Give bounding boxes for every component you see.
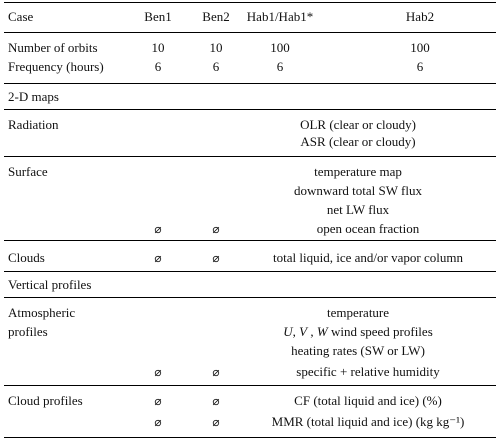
radiation-label: Radiation	[8, 117, 59, 132]
atmospheric-null-ben2: ⌀	[212, 365, 220, 379]
header-ben2: Ben2	[202, 9, 230, 24]
header-ben1: Ben1	[144, 9, 172, 24]
header-rule	[4, 32, 496, 33]
orbits-hab2: 100	[410, 40, 430, 55]
surface-null-ben2: ⌀	[212, 222, 220, 236]
surface-temperature-map: temperature map	[314, 164, 402, 179]
atmospheric-label-line1: Atmospheric	[8, 305, 76, 320]
wind-w-symbol: W	[316, 324, 328, 339]
frequency-hab1: 6	[276, 59, 284, 74]
cloud-profiles-null-ben2-mmr: ⌀	[212, 415, 220, 429]
atmospheric-null-ben1: ⌀	[154, 365, 162, 379]
surface-null-ben1: ⌀	[154, 222, 162, 236]
surface-ocean-fraction: open ocean fraction	[316, 221, 420, 236]
profiles-section-heading: Vertical profiles	[8, 277, 92, 292]
surface-sw-flux: downward total SW flux	[294, 183, 422, 198]
atmospheric-wind-profiles: U, V , W wind speed profiles	[283, 324, 433, 339]
cloud-profiles-null-ben1-cf: ⌀	[154, 394, 162, 408]
surface-label: Surface	[8, 164, 48, 179]
radiation-asr: ASR (clear or cloudy)	[300, 134, 416, 149]
wind-profiles-text: wind speed profiles	[330, 324, 433, 339]
rule-after-surface	[4, 240, 496, 241]
rule-after-atmospheric	[4, 385, 496, 386]
atmospheric-heating-rates: heating rates (SW or LW)	[291, 343, 425, 358]
header-hab1: Hab1/Hab1*	[246, 9, 314, 24]
maps-section-heading: 2-D maps	[8, 89, 59, 104]
wind-u-symbol: U	[283, 324, 293, 339]
orbits-label: Number of orbits	[8, 40, 98, 55]
bottom-rule	[4, 437, 496, 438]
clouds-column-text: total liquid, ice and/or vapor column	[273, 250, 463, 265]
top-rule	[4, 2, 496, 3]
frequency-ben2: 6	[212, 59, 220, 74]
orbits-ben2: 10	[209, 40, 223, 55]
cloud-profiles-null-ben1-mmr: ⌀	[154, 415, 162, 429]
frequency-ben1: 6	[154, 59, 162, 74]
atmospheric-humidity: specific + relative humidity	[296, 364, 440, 379]
cloud-profiles-label: Cloud profiles	[8, 393, 83, 408]
surface-lw-flux: net LW flux	[326, 202, 390, 217]
rule-after-clouds	[4, 271, 496, 272]
orbits-hab1: 100	[270, 40, 290, 55]
clouds-label: Clouds	[8, 250, 45, 265]
clouds-null-ben2: ⌀	[212, 251, 220, 265]
frequency-hab2: 6	[416, 59, 424, 74]
cloud-profiles-null-ben2-cf: ⌀	[212, 394, 220, 408]
atmospheric-label-line2: profiles	[8, 324, 48, 339]
cloud-profiles-mmr: MMR (total liquid and ice) (kg kg⁻¹)	[271, 414, 465, 429]
clouds-null-ben1: ⌀	[154, 251, 162, 265]
frequency-label: Frequency (hours)	[8, 59, 104, 74]
rule-after-frequency	[4, 83, 496, 84]
rule-after-maps	[4, 109, 496, 110]
radiation-olr: OLR (clear or cloudy)	[300, 117, 416, 132]
header-case: Case	[8, 9, 34, 24]
wind-v-symbol: V	[299, 324, 308, 339]
header-hab2: Hab2	[405, 9, 435, 24]
rule-after-radiation	[4, 156, 496, 157]
rule-after-profiles-section	[4, 297, 496, 298]
orbits-ben1: 10	[151, 40, 165, 55]
cloud-profiles-cf: CF (total liquid and ice) (%)	[294, 393, 442, 408]
atmospheric-temperature: temperature	[326, 305, 390, 320]
